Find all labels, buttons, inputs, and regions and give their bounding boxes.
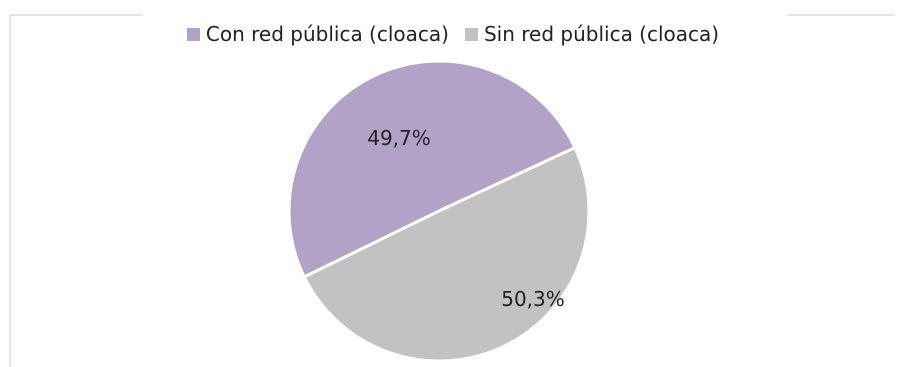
slice-label-1: 49,7% (367, 126, 431, 150)
legend-label-con-red: Con red pública (cloaca) (205, 22, 449, 46)
legend-item-con-red: Con red pública (cloaca) (186, 22, 449, 46)
pie-slice-0 (287, 59, 577, 279)
legend-swatch-con-red (186, 27, 200, 41)
legend: Con red pública (cloaca) Sin red pública… (0, 22, 906, 46)
pie-slices (287, 59, 591, 363)
pie-slice-labels: 50,3% 49,7% (367, 126, 565, 311)
legend-swatch-sin-red (464, 27, 478, 41)
legend-item-sin-red: Sin red pública (cloaca) (464, 22, 720, 46)
slice-label-0: 50,3% (501, 287, 565, 311)
pie-slice-1 (302, 145, 591, 363)
legend-label-sin-red: Sin red pública (cloaca) (483, 22, 720, 46)
